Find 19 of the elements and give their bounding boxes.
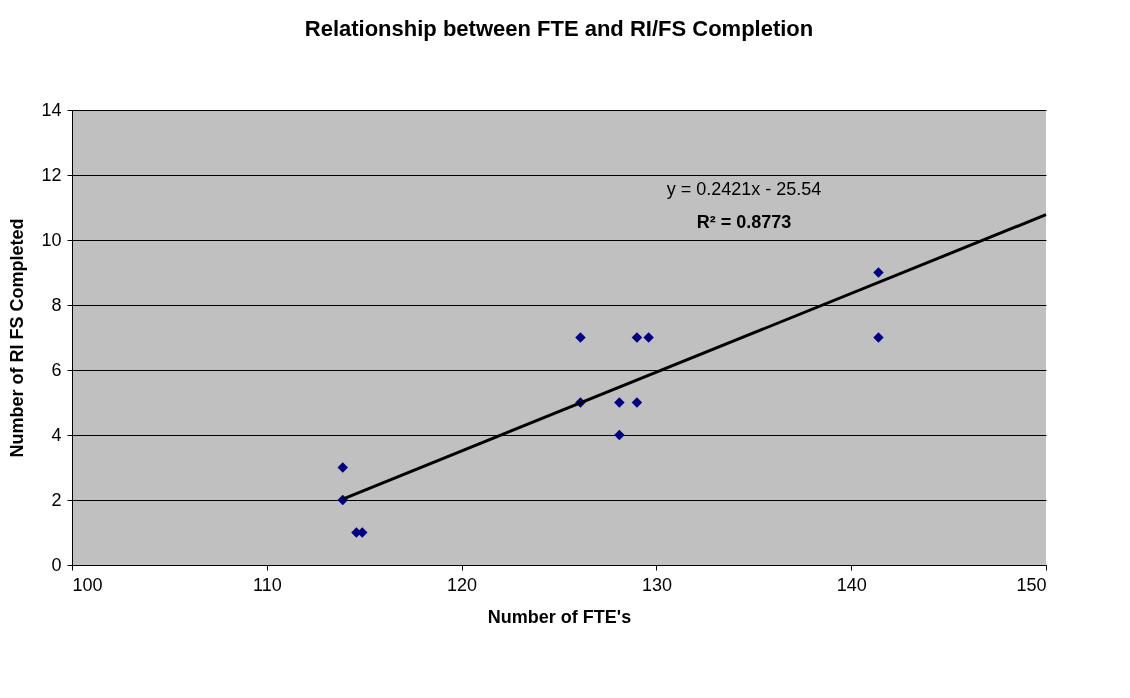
x-tick-label: 120 [447, 574, 478, 595]
y-tick-label: 8 [51, 294, 62, 315]
y-tick-label: 0 [51, 554, 62, 575]
y-tick-label: 10 [41, 229, 62, 250]
y-tick-label: 12 [41, 164, 62, 185]
annotation: R² = 0.8773 [696, 212, 792, 232]
x-tick-label: 110 [252, 574, 282, 595]
x-tick-label: 150 [1016, 574, 1047, 595]
x-axis-title: Number of FTE's [487, 606, 632, 627]
y-tick-label: 6 [51, 359, 62, 380]
y-tick-label: 2 [51, 489, 62, 510]
y-tick-label: 4 [51, 424, 62, 445]
x-tick-label: 130 [641, 574, 672, 595]
chart-title: Relationship between FTE and RI/FS Completion [304, 16, 814, 41]
annotation: y = 0.2421x - 25.54 [666, 179, 822, 199]
x-tick-label: 100 [72, 574, 103, 595]
y-axis-title: Number of RI FS Completed [7, 218, 28, 458]
x-tick-label: 140 [836, 574, 867, 595]
y-tick-label: 14 [41, 99, 62, 120]
